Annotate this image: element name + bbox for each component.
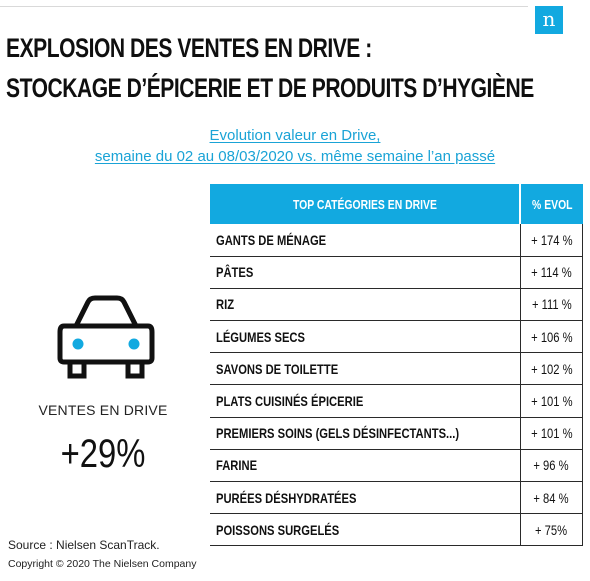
evolution-value: + 102 % (530, 360, 573, 377)
evolution-cell: + 101 % (519, 384, 584, 418)
category-cell: GANTS DE MÉNAGE (210, 224, 521, 257)
evolution-cell: + 96 % (519, 449, 584, 483)
source-note: Source : Nielsen ScanTrack. (8, 538, 160, 552)
evolution-value: + 114 % (531, 264, 572, 281)
column-header-evolution-label: % EVOL (531, 196, 573, 212)
evolution-value: + 84 % (533, 489, 570, 506)
category-label: PURÉES DÉSHYDRATÉES (216, 489, 357, 506)
category-cell: PLATS CUISINÉS ÉPICERIE (210, 384, 521, 418)
column-header-evolution: % EVOL (520, 184, 583, 224)
category-label: PÂTES (216, 264, 254, 281)
evolution-cell: + 114 % (519, 256, 584, 289)
page-title-line-1: EXPLOSION DES VENTES EN DRIVE : (6, 33, 372, 63)
evolution-value: + 106 % (530, 328, 573, 345)
kpi-value: +29% (60, 432, 146, 476)
category-cell: SAVONS DE TOILETTE (210, 352, 521, 386)
table-row: POISSONS SURGELÉS + 75% (210, 513, 584, 547)
category-label: RIZ (216, 296, 235, 313)
category-cell: PURÉES DÉSHYDRATÉES (210, 481, 521, 515)
evolution-cell: + 174 % (519, 224, 584, 257)
category-label: SAVONS DE TOILETTE (216, 360, 339, 377)
evolution-cell: + 102 % (519, 352, 584, 386)
table-row: PLATS CUISINÉS ÉPICERIE + 101 % (210, 384, 584, 418)
category-cell: PREMIERS SOINS (GELS DÉSINFECTANTS...) (210, 417, 521, 450)
column-header-category-label: TOP CATÉGORIES EN DRIVE (292, 196, 437, 212)
category-label: PREMIERS SOINS (GELS DÉSINFECTANTS...) (216, 425, 460, 442)
table-row: GANTS DE MÉNAGE + 174 % (210, 224, 584, 257)
chart-subtitle-line-1: Evolution valeur en Drive, (209, 127, 381, 144)
table-row: RIZ + 111 % (210, 288, 584, 322)
evolution-cell: + 75% (519, 513, 584, 547)
table-row: PURÉES DÉSHYDRATÉES + 84 % (210, 481, 584, 515)
logo-letter: n (542, 7, 556, 31)
category-label: GANTS DE MÉNAGE (216, 231, 327, 248)
table-row: SAVONS DE TOILETTE + 102 % (210, 352, 584, 386)
evolution-cell: + 106 % (519, 320, 584, 354)
category-cell: PÂTES (210, 256, 521, 289)
evolution-value: + 96 % (533, 457, 570, 474)
table-row: LÉGUMES SECS + 106 % (210, 320, 584, 354)
car-icon (57, 295, 155, 379)
category-label: PLATS CUISINÉS ÉPICERIE (216, 393, 364, 410)
category-cell: LÉGUMES SECS (210, 320, 521, 354)
evolution-value: + 101 % (530, 425, 573, 442)
kpi-label: VENTES EN DRIVE (38, 402, 168, 418)
copyright-note: Copyright © 2020 The Nielsen Company (8, 558, 197, 570)
category-label: LÉGUMES SECS (216, 328, 305, 345)
category-cell: RIZ (210, 288, 521, 322)
evolution-cell: + 84 % (519, 481, 584, 515)
page-title-line-2: STOCKAGE D’ÉPICERIE ET DE PRODUITS D’HYG… (6, 73, 534, 103)
column-header-category: TOP CATÉGORIES EN DRIVE (210, 184, 522, 224)
top-categories-table: TOP CATÉGORIES EN DRIVE % EVOL GANTS DE … (210, 184, 584, 547)
category-label: FARINE (216, 457, 258, 474)
table-row: FARINE + 96 % (210, 449, 584, 483)
table-row: PÂTES + 114 % (210, 256, 584, 289)
category-label: POISSONS SURGELÉS (216, 521, 340, 538)
table-header-row: TOP CATÉGORIES EN DRIVE % EVOL (210, 184, 583, 224)
evolution-cell: + 101 % (519, 417, 584, 450)
category-cell: FARINE (210, 449, 521, 483)
evolution-value: + 101 % (530, 393, 573, 410)
evolution-value: + 75% (535, 521, 568, 538)
table-row: PREMIERS SOINS (GELS DÉSINFECTANTS...) + … (210, 417, 584, 450)
evolution-value: + 111 % (531, 296, 572, 313)
chart-subtitle-line-2: semaine du 02 au 08/03/2020 vs. même sem… (94, 148, 496, 165)
evolution-value: + 174 % (530, 231, 573, 248)
table-body: GANTS DE MÉNAGE + 174 % PÂTES + 114 % RIZ + 1… (210, 224, 584, 547)
evolution-cell: + 111 % (519, 288, 584, 322)
category-cell: POISSONS SURGELÉS (210, 513, 521, 547)
top-divider (0, 6, 528, 7)
nielsen-logo: n (535, 6, 563, 34)
